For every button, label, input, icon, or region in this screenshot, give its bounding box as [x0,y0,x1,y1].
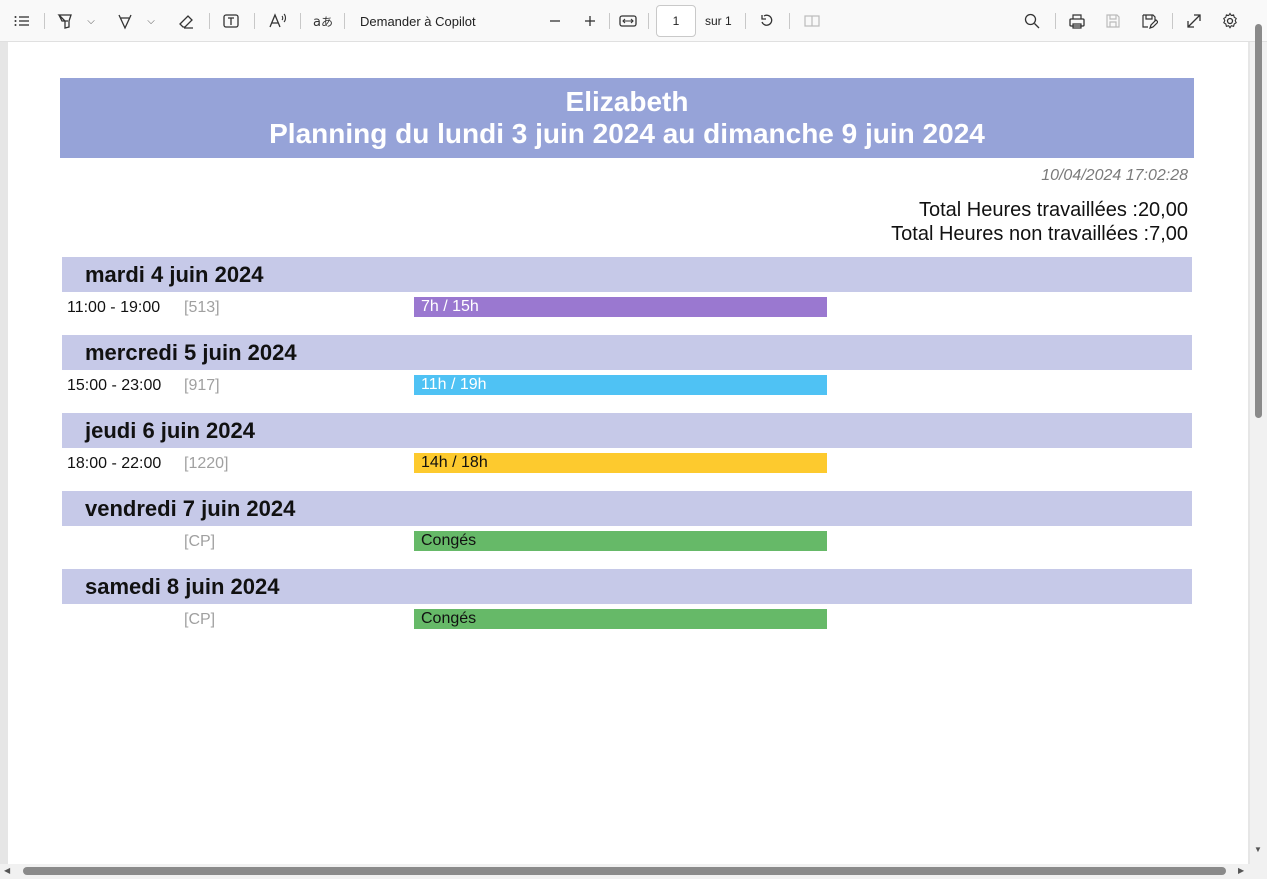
pdf-page: Elizabeth Planning du lundi 3 juin 2024 … [8,42,1248,864]
shift-bar: Congés [414,531,827,551]
toolbar-divider [254,13,255,29]
day-header: samedi 8 juin 2024 [62,569,1192,604]
print-icon[interactable] [1066,0,1088,42]
print-timestamp: 10/04/2024 17:02:28 [1041,167,1188,184]
shift-time: 15:00 - 23:00 [67,377,162,394]
erase-icon[interactable] [176,0,196,42]
horizontal-scroll-thumb[interactable] [23,867,1226,875]
fit-width-icon[interactable] [617,0,639,42]
shift-code: [1220] [184,455,229,472]
toolbar-divider [344,13,345,29]
toolbar-divider [745,13,746,29]
zoom-out-icon[interactable] [545,0,565,42]
shift-code: [CP] [184,611,216,628]
text-box-icon[interactable] [221,0,241,42]
shift-bar: 11h / 19h [414,375,827,395]
toolbar-divider [789,13,790,29]
svg-text:あ: あ [321,15,332,29]
shift-time: 11:00 - 19:00 [67,299,161,316]
draw-icon[interactable] [115,0,135,42]
highlight-chevron-down-icon[interactable]: ⌵ [87,15,95,27]
planning-period-title: Planning du lundi 3 juin 2024 au dimanch… [269,118,985,149]
toolbar-divider [44,13,45,29]
shift-bar: Congés [414,609,827,629]
page-total-label: sur 1 [705,14,732,28]
highlight-icon[interactable] [55,0,75,42]
shift-code: [917] [184,377,220,394]
svg-text:a: a [313,15,321,30]
day-header: mercredi 5 juin 2024 [62,335,1192,370]
horizontal-scrollbar[interactable]: ◀ ▶ [0,864,1267,879]
fullscreen-icon[interactable] [1183,0,1205,42]
ask-copilot-button[interactable]: Demander à Copilot [360,13,476,29]
draw-chevron-down-icon[interactable]: ⌵ [147,15,155,27]
scroll-left-arrow-icon[interactable]: ◀ [4,866,11,875]
settings-icon[interactable] [1219,0,1241,42]
day-header: vendredi 7 juin 2024 [62,491,1192,526]
shift-time: 18:00 - 22:00 [67,455,162,472]
title-banner: Elizabeth Planning du lundi 3 juin 2024 … [60,78,1194,158]
read-aloud-icon[interactable] [267,0,289,42]
save-icon[interactable] [1102,0,1124,42]
total-worked-hours: Total Heures travaillées :20,00 [918,199,1188,221]
shift-bar: 7h / 15h [414,297,827,317]
zoom-in-icon[interactable] [580,0,600,42]
vertical-scroll-thumb[interactable] [1255,24,1262,418]
rotate-icon[interactable] [756,0,778,42]
toolbar-divider [209,13,210,29]
toolbar-divider [1055,13,1056,29]
vertical-scrollbar[interactable]: ▲ ▼ [1250,24,1267,864]
page-number-input[interactable]: 1 [656,5,696,37]
toolbar-divider [609,13,610,29]
total-non-worked-hours: Total Heures non travaillées :7,00 [891,223,1188,245]
shift-code: [CP] [184,533,216,550]
shift-bar: 14h / 18h [414,453,827,473]
page-view-icon[interactable] [801,0,823,42]
contents-icon[interactable] [12,0,32,42]
employee-name: Elizabeth [565,86,689,117]
search-icon[interactable] [1021,0,1043,42]
scroll-right-arrow-icon[interactable]: ▶ [1238,866,1245,875]
day-header: jeudi 6 juin 2024 [62,413,1192,448]
save-as-icon[interactable] [1138,0,1160,42]
document-viewport: Elizabeth Planning du lundi 3 juin 2024 … [0,42,1267,879]
toolbar-divider [1172,13,1173,29]
shift-code: [513] [184,299,220,316]
toolbar-divider [300,13,301,29]
scroll-down-arrow-icon[interactable]: ▼ [1254,845,1262,854]
toolbar-divider [648,13,649,29]
day-header: mardi 4 juin 2024 [62,257,1192,292]
